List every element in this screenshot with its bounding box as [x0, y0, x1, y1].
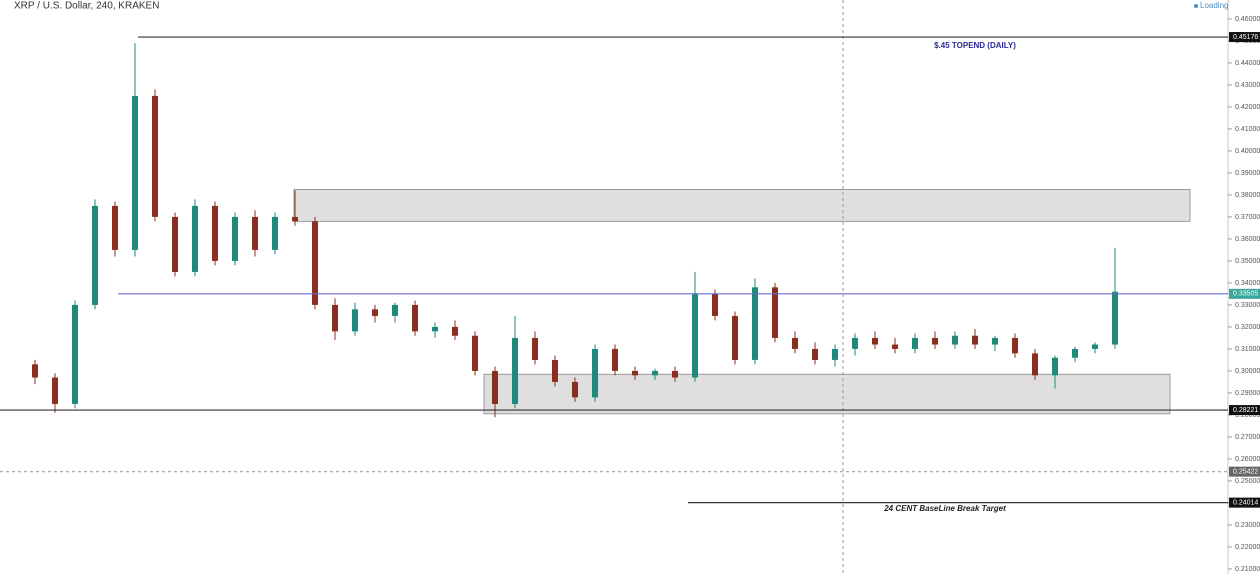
- candle-body: [1072, 348, 1078, 358]
- candle-body: [732, 315, 738, 360]
- candle-body: [252, 216, 258, 250]
- level-label: 0.24014: [1233, 499, 1258, 506]
- candle-body: [552, 359, 558, 382]
- candle-body: [652, 370, 658, 376]
- y-tick-label: 0.34000: [1235, 280, 1260, 287]
- level-label-bg: [1229, 32, 1260, 43]
- candle-body: [72, 304, 78, 404]
- annotation: 24 CENT BaseLine Break Target: [883, 504, 1006, 513]
- candle-body: [352, 309, 358, 332]
- candle-body: [612, 348, 618, 371]
- y-tick-label: 0.33000: [1235, 302, 1260, 309]
- candle-body: [1092, 344, 1098, 349]
- candle-body: [752, 287, 758, 360]
- candle-body: [952, 335, 958, 345]
- annotation: $.45 TOPEND (DAILY): [934, 41, 1016, 50]
- candle-body: [712, 293, 718, 316]
- candle-body: [92, 205, 98, 305]
- candle-body: [492, 370, 498, 404]
- status-dot: [1194, 4, 1198, 8]
- y-tick-label: 0.28000: [1235, 412, 1260, 419]
- level-label: 0.45176: [1233, 34, 1258, 41]
- level-label-bg: [1229, 497, 1260, 508]
- candle-body: [572, 381, 578, 398]
- candle-body: [1032, 353, 1038, 376]
- candle-body: [392, 304, 398, 316]
- level-label: 0.33505: [1233, 291, 1258, 298]
- y-tick-label: 0.39000: [1235, 170, 1260, 177]
- y-tick-label: 0.32000: [1235, 324, 1260, 331]
- candle-body: [312, 221, 318, 305]
- y-tick-label: 0.29000: [1235, 390, 1260, 397]
- candle-body: [992, 337, 998, 345]
- candle-body: [912, 337, 918, 349]
- y-tick-label: 0.23000: [1235, 522, 1260, 529]
- candle-body: [672, 370, 678, 378]
- candle-body: [132, 95, 138, 250]
- y-tick-label: 0.43000: [1235, 82, 1260, 89]
- candle-body: [292, 216, 298, 222]
- y-tick-label: 0.35000: [1235, 258, 1260, 265]
- candle-body: [592, 348, 598, 398]
- y-tick-label: 0.44000: [1235, 60, 1260, 67]
- candle-body: [832, 348, 838, 360]
- candle-body: [932, 337, 938, 345]
- zone-box: [483, 373, 1171, 415]
- candle-body: [972, 335, 978, 345]
- candle-body: [372, 309, 378, 316]
- y-tick-label: 0.41000: [1235, 126, 1260, 133]
- y-tick-label: 0.30000: [1235, 368, 1260, 375]
- candle-body: [52, 377, 58, 404]
- y-tick-label: 0.27000: [1235, 434, 1260, 441]
- y-tick-label: 0.42000: [1235, 104, 1260, 111]
- y-tick-label: 0.21000: [1235, 566, 1260, 573]
- status: Loading: [1200, 1, 1228, 10]
- candle-body: [432, 326, 438, 332]
- candle-body: [172, 216, 178, 272]
- candle-body: [532, 337, 538, 360]
- candle-body: [1012, 337, 1018, 354]
- candle-body: [32, 364, 38, 378]
- candle-body: [852, 337, 858, 349]
- level-label-bg: [1229, 405, 1260, 416]
- chart-title: XRP / U.S. Dollar, 240, KRAKEN: [14, 1, 159, 12]
- candle-body: [892, 344, 898, 349]
- level-label: 0.28221: [1233, 407, 1258, 414]
- y-tick-label: 0.22000: [1235, 544, 1260, 551]
- candle-body: [872, 337, 878, 345]
- level-label: 0.25422: [1233, 468, 1258, 475]
- y-tick-label: 0.46000: [1235, 16, 1260, 23]
- y-tick-label: 0.31000: [1235, 346, 1260, 353]
- y-tick-label: 0.38000: [1235, 192, 1260, 199]
- candle-body: [1052, 357, 1058, 376]
- candle-body: [632, 370, 638, 376]
- y-tick-label: 0.37000: [1235, 214, 1260, 221]
- candle-body: [452, 326, 458, 336]
- y-tick-label: 0.25000: [1235, 478, 1260, 485]
- y-tick-label: 0.36000: [1235, 236, 1260, 243]
- candle-body: [112, 205, 118, 250]
- candle-body: [232, 216, 238, 261]
- candle-body: [212, 205, 218, 261]
- candle-body: [512, 337, 518, 404]
- candle-body: [772, 287, 778, 338]
- level-label-bg: [1229, 466, 1260, 477]
- candle-body: [272, 216, 278, 250]
- y-tick-label: 0.26000: [1235, 456, 1260, 463]
- candle-body: [692, 293, 698, 378]
- level-label-bg: [1229, 288, 1260, 299]
- candle-body: [412, 304, 418, 332]
- y-tick-label: 0.40000: [1235, 148, 1260, 155]
- candle-body: [812, 348, 818, 360]
- candle-body: [1112, 291, 1118, 345]
- candle-body: [472, 335, 478, 371]
- candle-body: [152, 95, 158, 217]
- candle-body: [332, 304, 338, 332]
- zone-box: [293, 189, 1191, 222]
- candle-body: [192, 205, 198, 272]
- candle-body: [792, 337, 798, 349]
